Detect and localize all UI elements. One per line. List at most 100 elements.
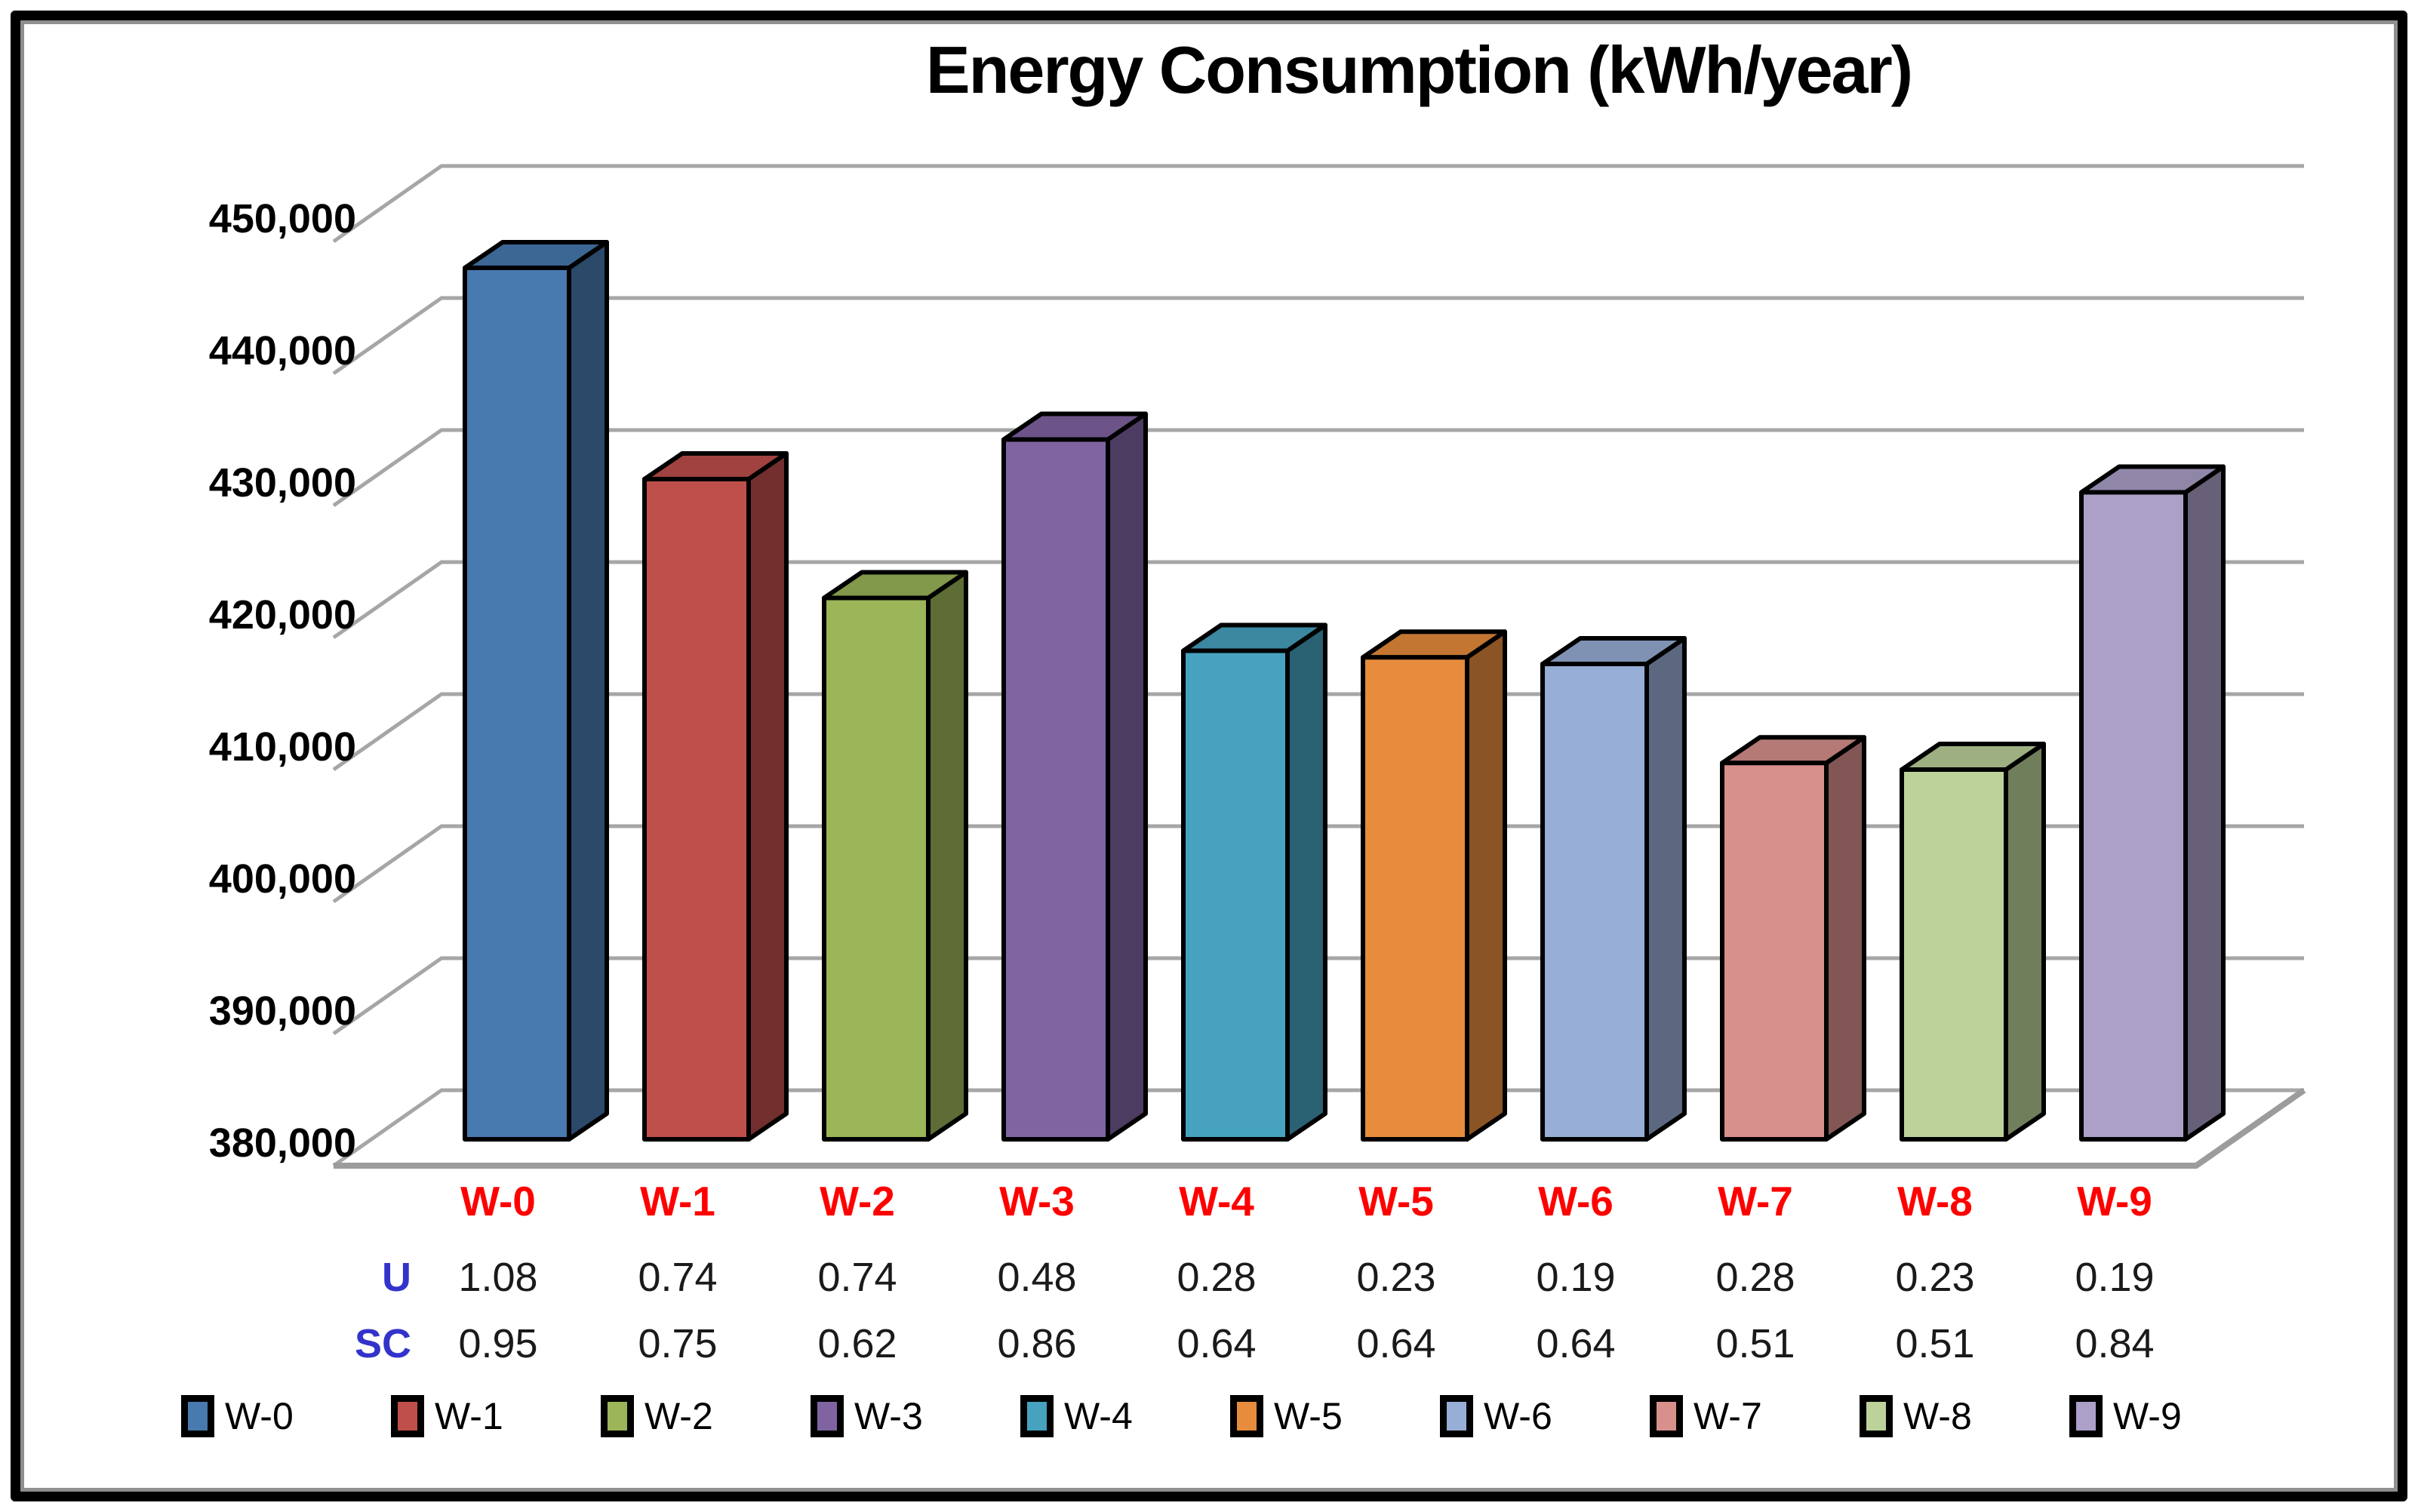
value-u-w-3: 0.48 <box>997 1255 1077 1300</box>
data-row-u: U 1.08 0.74 0.74 0.48 0.28 0.23 0.19 0.28 0.23 0.1… <box>0 1254 2418 1314</box>
value-sc-w-8: 0.51 <box>1895 1321 1975 1366</box>
y-tick-label: 410,000 <box>209 724 356 770</box>
legend-swatch-icon <box>1440 1395 1473 1437</box>
y-tick-label: 380,000 <box>209 1120 356 1166</box>
bar-side-face <box>2183 464 2226 1142</box>
data-row-sc: SC 0.95 0.75 0.62 0.86 0.64 0.64 0.64 0.51 0.51 0.… <box>0 1320 2418 1381</box>
bar-front-face <box>1001 437 1110 1142</box>
legend-item-w-3: W-3 <box>811 1390 923 1443</box>
legend-swatch-icon <box>1650 1395 1683 1437</box>
bar-side-face <box>2004 742 2046 1142</box>
bar-front-face <box>1361 655 1469 1142</box>
gridline <box>332 428 2304 508</box>
gridline <box>332 164 2304 244</box>
legend-swatch-icon <box>811 1395 844 1437</box>
bar-side-face <box>1106 411 1148 1142</box>
bar-front-face <box>463 266 571 1142</box>
bar-front-face <box>1181 648 1290 1142</box>
value-sc-w-3: 0.86 <box>997 1321 1077 1366</box>
legend-label: W-0 <box>225 1395 294 1437</box>
legend-item-w-8: W-8 <box>1860 1390 1972 1443</box>
legend-item-w-1: W-1 <box>391 1390 503 1443</box>
value-u-w-5: 0.23 <box>1356 1255 1436 1300</box>
legend-label: W-4 <box>1064 1395 1133 1437</box>
gridline <box>332 296 2304 376</box>
value-sc-w-5: 0.64 <box>1356 1321 1436 1366</box>
y-tick-label: 420,000 <box>209 592 356 638</box>
gridline <box>332 560 2304 640</box>
legend-item-w-6: W-6 <box>1440 1390 1552 1443</box>
y-tick-label: 430,000 <box>209 460 356 506</box>
bar-front-face <box>822 595 931 1142</box>
value-u-w-9: 0.19 <box>2075 1255 2155 1300</box>
bar-side-face <box>926 570 968 1142</box>
legend: W-0 W-1 W-2 W-3 W-4 W-5 W-6 W-7 W-8 W-9 <box>0 1390 2418 1446</box>
legend-label: W-5 <box>1274 1395 1343 1437</box>
category-label-w-4: W-4 <box>1179 1178 1254 1225</box>
bar-w-3 <box>1001 411 1148 1142</box>
row-label-u: U <box>382 1255 411 1300</box>
value-u-w-4: 0.28 <box>1177 1255 1257 1300</box>
y-tick-label: 440,000 <box>209 328 356 373</box>
category-label-w-2: W-2 <box>820 1178 895 1225</box>
bar-front-face <box>1720 761 1829 1142</box>
category-label-w-1: W-1 <box>640 1178 715 1225</box>
category-label-w-9: W-9 <box>2077 1178 2152 1225</box>
value-u-w-2: 0.74 <box>817 1255 897 1300</box>
bar-front-face <box>1540 662 1649 1142</box>
chart-title: Energy Consumption (kWh/year) <box>925 32 1913 107</box>
value-u-w-8: 0.23 <box>1895 1255 1975 1300</box>
legend-item-w-9: W-9 <box>2069 1390 2182 1443</box>
category-label-w-0: W-0 <box>460 1178 536 1225</box>
category-label-w-5: W-5 <box>1358 1178 1434 1225</box>
bar-front-face <box>2079 490 2188 1142</box>
legend-swatch-icon <box>181 1395 214 1437</box>
bar-w-2 <box>822 570 968 1142</box>
legend-label: W-6 <box>1484 1395 1552 1437</box>
bar-w-4 <box>1181 622 1327 1142</box>
bar-w-1 <box>642 451 789 1142</box>
bar-side-face <box>567 240 609 1142</box>
bar-front-face <box>642 477 751 1142</box>
value-sc-w-0: 0.95 <box>458 1321 538 1366</box>
bar-w-8 <box>1900 742 2046 1142</box>
value-sc-w-9: 0.84 <box>2075 1321 2155 1366</box>
legend-item-w-4: W-4 <box>1020 1390 1133 1443</box>
bar-w-9 <box>2079 464 2226 1142</box>
value-sc-w-7: 0.51 <box>1715 1321 1795 1366</box>
bar-w-6 <box>1540 636 1687 1142</box>
legend-label: W-8 <box>1903 1395 1972 1437</box>
bar-w-0 <box>463 240 609 1142</box>
legend-label: W-1 <box>435 1395 503 1437</box>
legend-item-w-2: W-2 <box>601 1390 713 1443</box>
value-sc-w-1: 0.75 <box>638 1321 718 1366</box>
legend-item-w-5: W-5 <box>1230 1390 1343 1443</box>
y-tick-label: 400,000 <box>209 856 356 902</box>
legend-label: W-3 <box>854 1395 923 1437</box>
legend-label: W-9 <box>2113 1395 2182 1437</box>
bar-side-face <box>1824 735 1866 1142</box>
y-tick-label: 450,000 <box>209 196 356 241</box>
legend-label: W-7 <box>1694 1395 1762 1437</box>
bar-side-face <box>746 451 789 1142</box>
legend-swatch-icon <box>1230 1395 1263 1437</box>
bar-w-7 <box>1720 735 1866 1142</box>
legend-label: W-2 <box>644 1395 713 1437</box>
y-tick-label: 390,000 <box>209 988 356 1034</box>
legend-swatch-icon <box>1020 1395 1054 1437</box>
category-label-w-8: W-8 <box>1897 1178 1973 1225</box>
legend-item-w-7: W-7 <box>1650 1390 1762 1443</box>
value-sc-w-2: 0.62 <box>817 1321 897 1366</box>
bar-side-face <box>1644 636 1687 1142</box>
legend-swatch-icon <box>2069 1395 2103 1437</box>
category-label-w-7: W-7 <box>1718 1178 1793 1225</box>
bar-side-face <box>1285 622 1327 1142</box>
legend-swatch-icon <box>601 1395 634 1437</box>
value-sc-w-6: 0.64 <box>1536 1321 1616 1366</box>
bar-side-face <box>1465 629 1507 1142</box>
value-u-w-0: 1.08 <box>458 1255 538 1300</box>
category-label-row: W-0 W-1 W-2 W-3 W-4 W-5 W-6 W-7 W-8 W-9 <box>0 1177 2418 1237</box>
value-u-w-6: 0.19 <box>1536 1255 1616 1300</box>
